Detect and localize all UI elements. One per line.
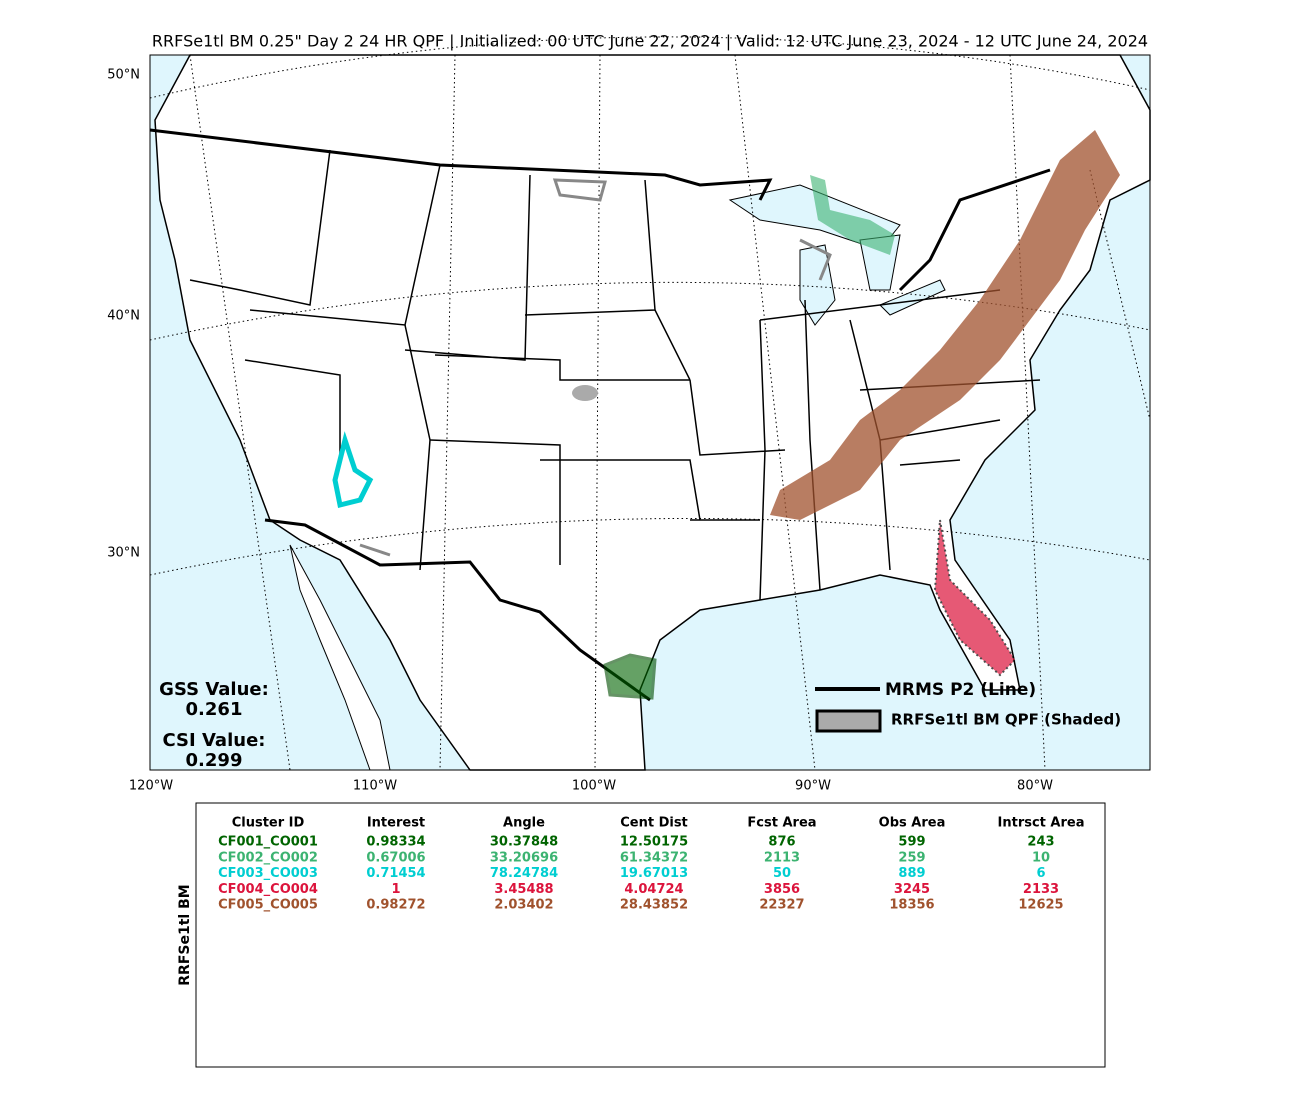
table-cell: 61.34372 bbox=[620, 850, 688, 865]
country-border bbox=[149, 128, 1051, 292]
mexico-border bbox=[264, 518, 651, 702]
table-cell: 30.37848 bbox=[490, 835, 558, 850]
cluster-cf003 bbox=[332, 431, 374, 509]
table-cell: 599 bbox=[898, 835, 925, 850]
table-cell: 243 bbox=[1027, 835, 1054, 850]
lon-label: 90°W bbox=[795, 779, 831, 794]
table-cell: 0.67006 bbox=[366, 850, 425, 865]
gss-label: GSS Value: bbox=[159, 679, 269, 700]
table-cell: 78.24784 bbox=[490, 866, 558, 881]
table-cell: 0.71454 bbox=[366, 866, 425, 881]
table-frame bbox=[195, 802, 1106, 1068]
lon-label: 100°W bbox=[572, 779, 616, 794]
table-cell: 12.50175 bbox=[620, 835, 688, 850]
column-header: Obs Area bbox=[879, 816, 946, 831]
land bbox=[154, 54, 1151, 771]
csi-label: CSI Value: bbox=[163, 730, 266, 751]
table-cell: 0.98334 bbox=[366, 835, 425, 850]
table-cell: 10 bbox=[1032, 850, 1050, 865]
legend-shaded: RRFSe1tl BM QPF (Shaded) bbox=[891, 711, 1121, 729]
lake-erie bbox=[879, 279, 946, 316]
state-borders bbox=[189, 149, 1041, 601]
table-cell: 2.03402 bbox=[494, 898, 553, 913]
cluster-cf002 bbox=[810, 175, 895, 255]
column-header: Fcst Area bbox=[747, 816, 816, 831]
table-cell: CF001_CO001 bbox=[218, 835, 318, 850]
legend-shaded-swatch bbox=[815, 709, 882, 733]
legend-line: MRMS P2 (Line) bbox=[885, 680, 1036, 700]
table-cell: 1 bbox=[391, 882, 400, 897]
column-header: Cluster ID bbox=[232, 816, 305, 831]
table-cell: 889 bbox=[898, 866, 925, 881]
column-header: Angle bbox=[503, 816, 545, 831]
table-cell: 33.20696 bbox=[490, 850, 558, 865]
column-header: Interest bbox=[367, 816, 425, 831]
graticule bbox=[149, 36, 1151, 771]
table-cell: 0.98272 bbox=[366, 898, 425, 913]
table-cell: CF005_CO005 bbox=[218, 898, 318, 913]
csi-value: 0.299 bbox=[186, 750, 243, 771]
lat-label: 30°N bbox=[107, 546, 140, 561]
column-header: Intrsct Area bbox=[998, 816, 1085, 831]
table-cell: 6 bbox=[1036, 866, 1045, 881]
table-cell: 50 bbox=[773, 866, 791, 881]
cluster-cf004 bbox=[933, 519, 1017, 677]
table-cell: 876 bbox=[768, 835, 795, 850]
table-cell: 12625 bbox=[1018, 898, 1063, 913]
table: Cluster ID Interest Angle Cent Dist Fcst Are… bbox=[218, 816, 1084, 913]
table-cell: 4.04724 bbox=[624, 882, 683, 897]
table-cell: CF004_CO004 bbox=[218, 882, 318, 897]
lat-label: 40°N bbox=[107, 309, 140, 324]
lat-label: 50°N bbox=[107, 68, 140, 83]
table-cell: 19.67013 bbox=[620, 866, 688, 881]
table-cell: 28.43852 bbox=[620, 898, 688, 913]
title: RRFSe1tl BM 0.25" Day 2 24 HR QPF | Init… bbox=[152, 32, 1148, 51]
table-cell: 22327 bbox=[759, 898, 804, 913]
column-header: Cent Dist bbox=[620, 816, 688, 831]
table-cell: 3.45488 bbox=[494, 882, 553, 897]
lon-label: 120°W bbox=[129, 779, 173, 794]
obs-blob bbox=[572, 385, 598, 401]
table-cell: CF003_CO003 bbox=[218, 866, 318, 881]
obs-outline bbox=[359, 178, 832, 557]
table-cell: 18356 bbox=[889, 898, 934, 913]
clusters bbox=[332, 130, 1120, 700]
lon-label: 80°W bbox=[1017, 779, 1053, 794]
map-frame bbox=[149, 54, 1151, 771]
table-cell: 2133 bbox=[1023, 882, 1059, 897]
lon-label: 110°W bbox=[353, 779, 397, 794]
cluster-cf001 bbox=[603, 653, 657, 700]
cluster-cf005 bbox=[770, 130, 1120, 520]
table-side-label: RRFSe1tl BM bbox=[177, 884, 193, 985]
gss-value: 0.261 bbox=[186, 699, 243, 720]
table-cell: 259 bbox=[898, 850, 925, 865]
table-cell: 2113 bbox=[764, 850, 800, 865]
table-cell: CF002_CO002 bbox=[218, 850, 318, 865]
table-cell: 3245 bbox=[894, 882, 930, 897]
map: MRMS P2 (Line) RRFSe1tl BM QPF (Shaded) … bbox=[149, 36, 1151, 771]
table-cell: 3856 bbox=[764, 882, 800, 897]
